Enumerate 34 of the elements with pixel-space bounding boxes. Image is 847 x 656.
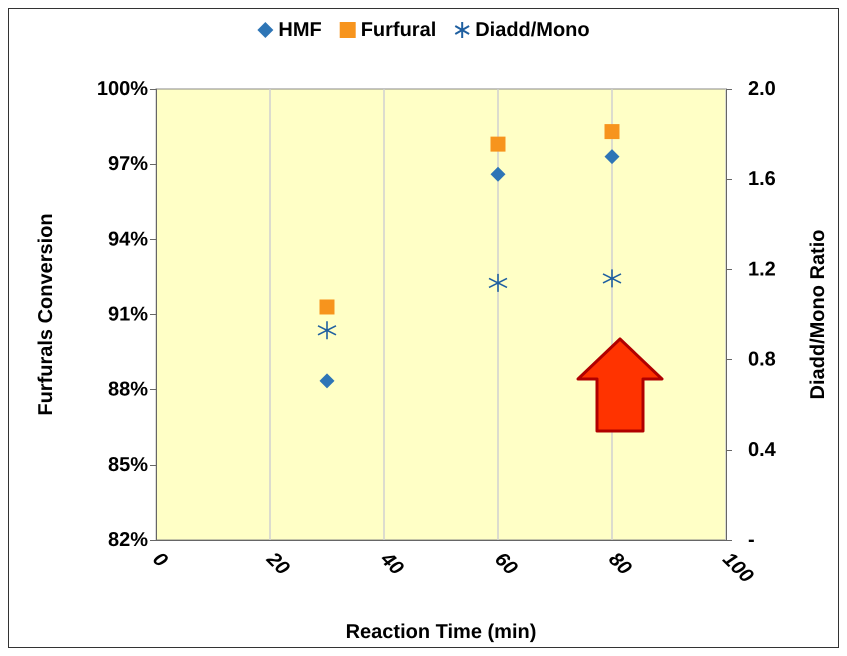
y2-tick-label: 1.6 <box>748 168 776 190</box>
y-axis-title: Furfurals Conversion <box>35 213 57 416</box>
x-axis-title: Reaction Time (min) <box>346 621 536 643</box>
legend-label: Diadd/Mono <box>475 19 590 41</box>
y-tick-label: 88% <box>108 378 148 401</box>
y-tick-label: 97% <box>108 153 148 176</box>
point <box>604 149 620 164</box>
point <box>604 124 620 140</box>
x-tick-label: 20 <box>262 548 294 580</box>
y2-tick-label: 0.8 <box>748 348 776 371</box>
y-tick-label: 85% <box>108 454 148 476</box>
y-tick-label: 100% <box>96 78 148 100</box>
x-tick-label: 0 <box>148 548 172 572</box>
y2-tick-label: 1.2 <box>748 258 776 280</box>
point <box>490 136 506 152</box>
point <box>490 166 506 182</box>
y-tick-label: 91% <box>108 304 148 326</box>
y-tick-label: 94% <box>108 228 148 250</box>
point <box>602 268 622 288</box>
y2-tick-label: 0.4 <box>748 438 777 461</box>
legend-label: HMF <box>278 19 322 41</box>
y2-tick-label: - <box>748 529 755 551</box>
x-tick-label: 40 <box>376 548 408 580</box>
x-tick-label: 60 <box>490 548 522 580</box>
y2-tick-label: 2.0 <box>748 78 776 100</box>
x-tick-label: 100 <box>718 548 758 588</box>
point <box>320 373 334 388</box>
point <box>317 320 337 340</box>
y2-axis-title: Diadd/Mono Ratio <box>807 230 829 400</box>
y-tick-label: 82% <box>108 529 148 551</box>
x-tick-label: 80 <box>604 548 636 580</box>
legend-label: Furfural <box>360 19 436 41</box>
point <box>320 299 334 314</box>
point <box>488 273 508 293</box>
